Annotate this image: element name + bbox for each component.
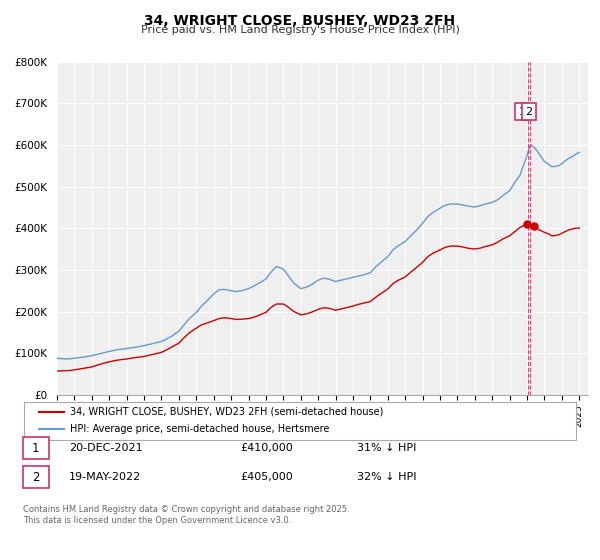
Text: Contains HM Land Registry data © Crown copyright and database right 2025.
This d: Contains HM Land Registry data © Crown c…: [23, 505, 349, 525]
Text: 19-MAY-2022: 19-MAY-2022: [69, 472, 141, 482]
Text: £410,000: £410,000: [240, 443, 293, 453]
Text: 1: 1: [32, 441, 40, 455]
Text: 34, WRIGHT CLOSE, BUSHEY, WD23 2FH: 34, WRIGHT CLOSE, BUSHEY, WD23 2FH: [145, 14, 455, 28]
Text: Price paid vs. HM Land Registry's House Price Index (HPI): Price paid vs. HM Land Registry's House …: [140, 25, 460, 35]
Text: 34, WRIGHT CLOSE, BUSHEY, WD23 2FH (semi-detached house): 34, WRIGHT CLOSE, BUSHEY, WD23 2FH (semi…: [70, 407, 383, 417]
Text: £405,000: £405,000: [240, 472, 293, 482]
Text: 2: 2: [526, 106, 533, 116]
Text: 31% ↓ HPI: 31% ↓ HPI: [357, 443, 416, 453]
Text: 1: 1: [518, 106, 526, 116]
Text: 2: 2: [32, 470, 40, 484]
Text: 32% ↓ HPI: 32% ↓ HPI: [357, 472, 416, 482]
Text: HPI: Average price, semi-detached house, Hertsmere: HPI: Average price, semi-detached house,…: [70, 424, 329, 435]
Text: 20-DEC-2021: 20-DEC-2021: [69, 443, 143, 453]
